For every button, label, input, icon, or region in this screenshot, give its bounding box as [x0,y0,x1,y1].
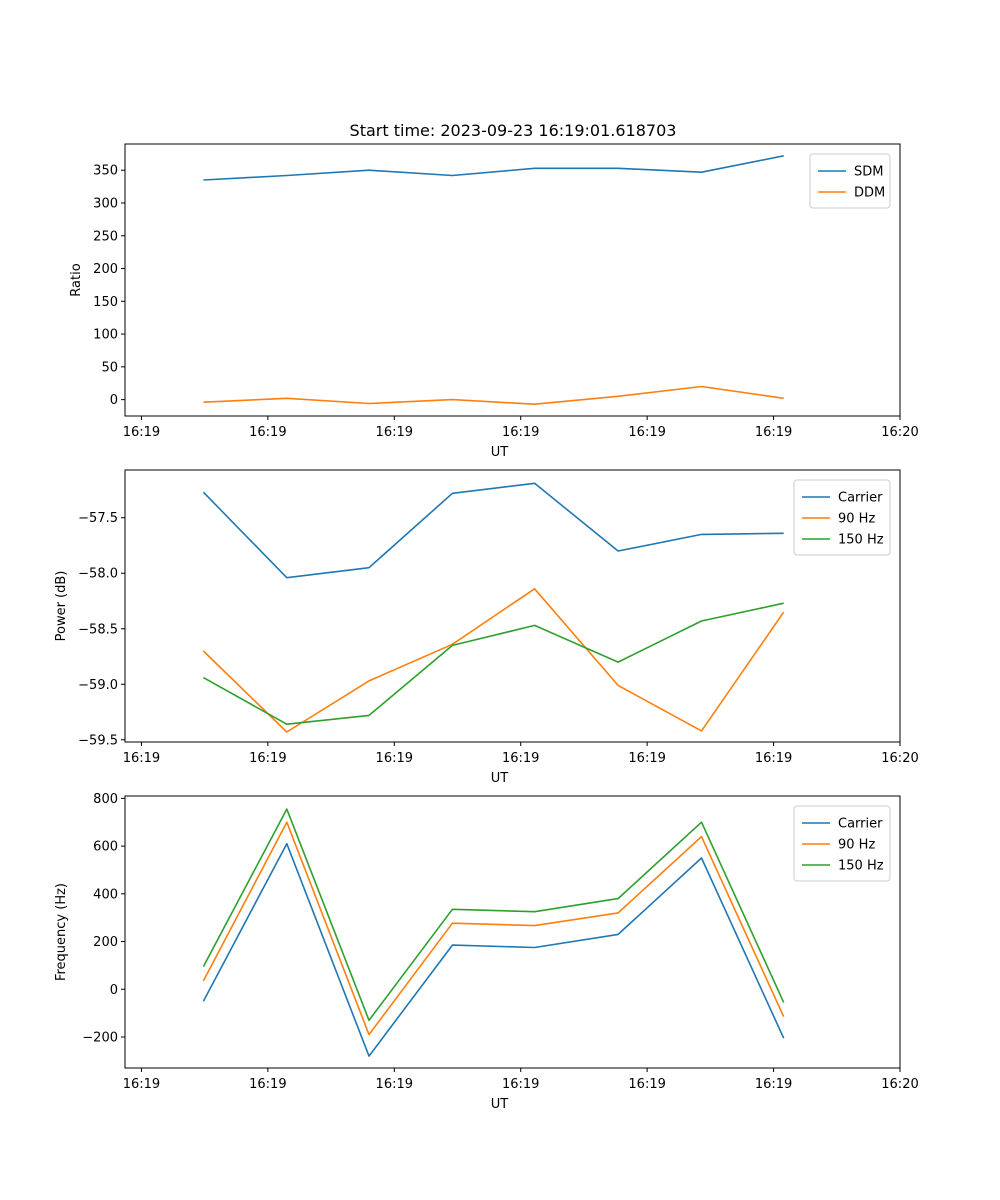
power-x-axis-label: UT [491,771,509,786]
frequency-axes-frame [124,795,901,1069]
frequency-legend-label: Carrier [838,817,883,832]
power-series-carrier-line [202,482,784,579]
ratio-x-tick-label: 16:19 [376,425,413,440]
power-y-tick-label: −57.5 [78,511,118,526]
frequency-x-tick-label: 16:19 [249,1077,286,1092]
frequency-legend: Carrier 90 Hz 150 Hz [793,805,891,882]
frequency-x-tick-label: 16:19 [123,1077,160,1092]
ratio-legend-label: DDM [854,186,885,201]
frequency-y-tick-label: 0 [110,983,118,998]
frequency-y-tick-label: 800 [93,792,118,807]
ratio-y-tick-label: 250 [93,229,118,244]
power-axes-frame [124,469,901,743]
power-x-tick-label: 16:19 [628,751,665,766]
ratio-x-tick-label: 16:19 [123,425,160,440]
ratio-y-axis-label: Ratio [69,263,84,296]
power-y-tick-label: −58.0 [78,567,118,582]
ratio-x-tick-label: 16:19 [628,425,665,440]
ratio-y-tick-label: 300 [93,196,118,211]
frequency-panel: 16:19 16:19 16:19 16:19 16:19 16:19 16:20 −200 0… [54,792,919,1112]
power-y-axis-label: Power (dB) [54,571,69,642]
frequency-y-tick-label: 200 [93,935,118,950]
frequency-y-tick-label: −200 [82,1030,118,1045]
frequency-x-tick-label: 16:19 [376,1077,413,1092]
frequency-y-tick-label: 400 [93,887,118,902]
frequency-x-tick-label: 16:19 [628,1077,665,1092]
power-x-tick-label: 16:19 [123,751,160,766]
power-legend-label: Carrier [838,491,883,506]
frequency-x-tick-label: 16:19 [755,1077,792,1092]
power-y-tick-label: −59.5 [78,733,118,748]
power-series-150-hz-line [203,602,784,726]
ratio-axes-frame [124,143,901,417]
power-x-tick-label: 16:20 [881,751,918,766]
figure-title: Start time: 2023-09-23 16:19:01.618703 [350,121,677,140]
power-legend: Carrier 90 Hz 150 Hz [793,479,891,556]
ratio-x-tick-label: 16:20 [881,425,918,440]
frequency-x-tick-label: 16:20 [881,1077,918,1092]
ratio-y-tick-label: 0 [110,393,118,408]
ratio-x-tick-label: 16:19 [249,425,286,440]
ratio-legend-frame [809,153,891,209]
ratio-legend: SDM DDM [809,153,891,209]
power-x-tick-label: 16:19 [376,751,413,766]
frequency-series-150-hz-line [202,808,785,1022]
frequency-series-90-hz-line [202,821,785,1036]
ratio-x-axis-label: UT [491,445,509,460]
ratio-series-sdm-line [203,155,784,181]
power-x-tick-label: 16:19 [502,751,539,766]
power-legend-frame [793,479,891,556]
frequency-legend-frame [793,805,891,882]
power-panel: 16:19 16:19 16:19 16:19 16:19 16:19 16:20 −59.5… [54,469,919,786]
ratio-y-tick-label: 150 [93,295,118,310]
frequency-series-carrier-line [202,842,785,1057]
frequency-y-tick-label: 600 [93,840,118,855]
ratio-y-tick-label: 200 [93,262,118,277]
ratio-x-tick-label: 16:19 [755,425,792,440]
panels: 16:19 16:19 16:19 16:19 16:19 16:19 16:20 0 50 10… [54,143,919,1112]
frequency-x-tick-label: 16:19 [502,1077,539,1092]
power-legend-label: 90 Hz [838,512,875,527]
ratio-y-tick-label: 350 [93,164,118,179]
frequency-legend-label: 90 Hz [838,838,875,853]
power-x-tick-label: 16:19 [249,751,286,766]
frequency-x-axis-label: UT [491,1097,509,1112]
frequency-legend-label: 150 Hz [838,859,884,874]
ratio-legend-label: SDM [854,165,883,180]
ratio-x-tick-label: 16:19 [502,425,539,440]
power-y-tick-label: −58.5 [78,622,118,637]
ratio-y-tick-label: 100 [93,328,118,343]
ratio-panel: 16:19 16:19 16:19 16:19 16:19 16:19 16:20 0 50 10… [69,143,919,460]
ratio-series-ddm-line [203,385,784,406]
ratio-y-tick-label: 50 [101,360,118,375]
power-x-tick-label: 16:19 [755,751,792,766]
power-y-tick-label: −59.0 [78,678,118,693]
power-legend-label: 150 Hz [838,533,884,548]
frequency-y-axis-label: Frequency (Hz) [54,883,69,981]
